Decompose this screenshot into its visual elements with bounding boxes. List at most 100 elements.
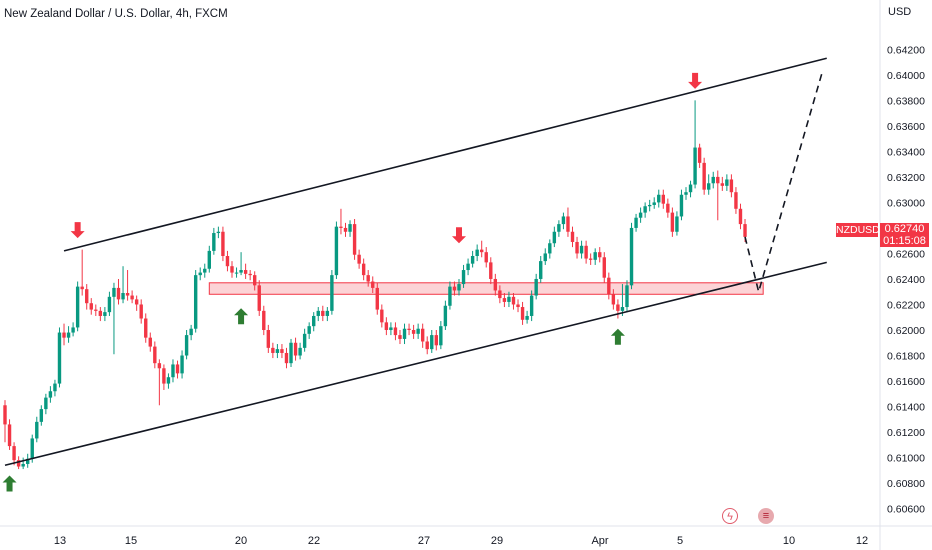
candle-body bbox=[225, 256, 230, 267]
candle-body bbox=[638, 212, 643, 218]
candle-body bbox=[420, 328, 425, 342]
candle-body bbox=[434, 335, 438, 346]
candle-body bbox=[243, 270, 248, 274]
candle-body bbox=[707, 183, 711, 190]
candle-body bbox=[121, 293, 125, 300]
candle-body bbox=[180, 355, 184, 374]
candle-body bbox=[166, 377, 171, 384]
candle-body bbox=[561, 216, 566, 225]
candle-body bbox=[516, 304, 520, 308]
candle-body bbox=[511, 296, 516, 305]
candle-body bbox=[566, 216, 570, 232]
candle-body bbox=[348, 224, 352, 232]
candle-body bbox=[148, 337, 152, 347]
candle-body bbox=[402, 328, 407, 339]
candle-body bbox=[330, 275, 334, 311]
candle-body bbox=[12, 446, 16, 461]
candle-body bbox=[366, 275, 370, 282]
candle-body bbox=[66, 332, 71, 338]
price-tick-label: 0.62400 bbox=[887, 274, 925, 286]
candle-body bbox=[520, 307, 525, 320]
candle-body bbox=[85, 289, 89, 304]
candle-body bbox=[457, 284, 461, 291]
candle-body bbox=[266, 330, 271, 348]
price-tick-label: 0.64200 bbox=[887, 44, 925, 56]
candle-body bbox=[35, 421, 39, 439]
candle-body bbox=[475, 249, 479, 256]
candle-body bbox=[280, 349, 284, 353]
candle-body bbox=[688, 184, 693, 193]
candle-body bbox=[257, 285, 261, 311]
flash-icon[interactable]: ϟ bbox=[722, 508, 738, 524]
candle-body bbox=[697, 147, 702, 163]
candle-body bbox=[357, 254, 361, 264]
candle-body bbox=[94, 309, 98, 311]
time-tick-label: Apr bbox=[591, 535, 608, 547]
candle-body bbox=[198, 272, 202, 276]
candle-body bbox=[466, 263, 470, 271]
candle-body bbox=[221, 231, 225, 256]
candle-body bbox=[702, 162, 706, 190]
candle-body bbox=[144, 318, 148, 338]
candle-body bbox=[80, 286, 84, 290]
price-tick-label: 0.64000 bbox=[887, 70, 925, 82]
time-tick-label: 13 bbox=[54, 535, 66, 547]
candle-body bbox=[393, 327, 398, 336]
ticker-badge: NZDUSD bbox=[836, 223, 880, 237]
chart-title: New Zealand Dollar / U.S. Dollar, 4h, FX… bbox=[4, 8, 228, 20]
candle-body bbox=[203, 268, 207, 273]
up-arrow-marker bbox=[2, 475, 17, 492]
candle-body bbox=[652, 202, 656, 205]
candle-body bbox=[116, 287, 121, 300]
candle-body bbox=[275, 349, 280, 353]
price-tick-label: 0.63400 bbox=[887, 146, 925, 158]
candle-body bbox=[184, 335, 189, 356]
candle-body bbox=[607, 277, 611, 295]
price-tick-label: 0.63200 bbox=[887, 172, 925, 184]
candle-body bbox=[557, 224, 561, 232]
candle-body bbox=[643, 206, 647, 213]
last-price: 0.62740 bbox=[884, 223, 925, 235]
candle-body bbox=[325, 310, 330, 316]
candle-body bbox=[616, 304, 620, 311]
time-tick-label: 29 bbox=[491, 535, 503, 547]
candle-body bbox=[3, 405, 7, 425]
candle-body bbox=[98, 310, 103, 316]
candle-body bbox=[729, 179, 734, 193]
price-tick-label: 0.61600 bbox=[887, 376, 925, 388]
candle-body bbox=[298, 347, 302, 356]
candle-body bbox=[262, 310, 266, 330]
channel-upper-line bbox=[63, 57, 827, 252]
price-tick-label: 0.63600 bbox=[887, 121, 925, 133]
candle-body bbox=[39, 409, 44, 422]
candle-body bbox=[498, 290, 502, 299]
time-tick-label: 10 bbox=[783, 535, 795, 547]
candle-body bbox=[212, 233, 216, 251]
candle-body bbox=[44, 397, 48, 410]
candle-body bbox=[125, 293, 130, 296]
candle-body bbox=[398, 335, 402, 339]
candle-body bbox=[48, 391, 53, 398]
candle-body bbox=[134, 299, 139, 305]
candle-body bbox=[230, 266, 234, 273]
candle-body bbox=[411, 330, 416, 334]
candle-body bbox=[57, 332, 62, 384]
candle-body bbox=[425, 341, 429, 350]
candle-body bbox=[312, 315, 316, 327]
candle-body bbox=[725, 179, 729, 186]
candle-body bbox=[271, 347, 275, 353]
candle-body bbox=[253, 275, 257, 286]
candle-body bbox=[480, 249, 484, 253]
price-tick-label: 0.62200 bbox=[887, 299, 925, 311]
candle-body bbox=[593, 252, 597, 260]
candle-body bbox=[661, 194, 665, 204]
candle-body bbox=[657, 194, 661, 203]
bar-countdown: 01:15:08 bbox=[883, 235, 926, 247]
candle-body bbox=[293, 342, 298, 356]
us-flag-icon[interactable]: ≡ bbox=[758, 508, 774, 524]
projection-path bbox=[744, 72, 823, 295]
time-tick-label: 15 bbox=[125, 535, 137, 547]
candle-body bbox=[611, 294, 616, 305]
down-arrow-marker bbox=[70, 222, 85, 239]
